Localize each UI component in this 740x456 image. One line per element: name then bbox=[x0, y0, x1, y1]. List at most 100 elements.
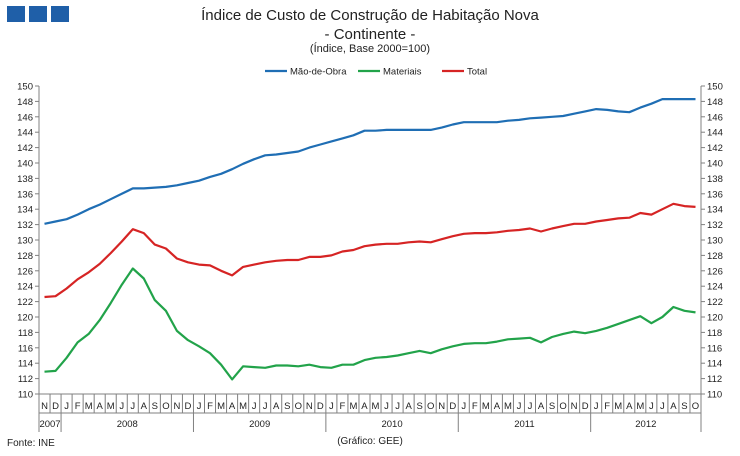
x-month-label: M bbox=[107, 401, 115, 412]
y-tick-label-right: 134 bbox=[707, 205, 723, 216]
x-month-label: M bbox=[349, 401, 357, 412]
y-tick-label-left: 128 bbox=[17, 251, 33, 262]
y-tick-label-left: 120 bbox=[17, 313, 33, 324]
x-month-label: J bbox=[263, 401, 268, 412]
y-tick-label-right: 142 bbox=[707, 143, 723, 154]
x-year-label: 2007 bbox=[39, 419, 60, 430]
y-tick-label-left: 142 bbox=[17, 143, 33, 154]
x-month-label: A bbox=[141, 401, 148, 412]
chart-subtitle: - Continente - bbox=[324, 26, 416, 43]
y-tick-label-left: 148 bbox=[17, 97, 33, 108]
y-tick-label-right: 128 bbox=[707, 251, 723, 262]
y-tick-label-left: 118 bbox=[18, 328, 33, 339]
gee-logo bbox=[7, 6, 69, 22]
y-tick-label-left: 114 bbox=[18, 359, 33, 370]
y-tick-label-right: 132 bbox=[707, 220, 723, 231]
y-tick-label-right: 122 bbox=[707, 297, 723, 308]
y-tick-label-right: 110 bbox=[707, 390, 722, 401]
y-tick-label-right: 136 bbox=[707, 189, 723, 200]
chart-title: Índice de Custo de Construção de Habitaç… bbox=[201, 7, 539, 24]
x-month-label: A bbox=[273, 401, 280, 412]
x-year-label: 2011 bbox=[514, 419, 534, 430]
x-month-label: N bbox=[306, 401, 313, 412]
y-tick-label-left: 136 bbox=[17, 189, 33, 200]
x-year-label: 2010 bbox=[381, 419, 402, 430]
x-month-label: N bbox=[438, 401, 445, 412]
legend-label-m-o-de-obra: Mão-de-Obra bbox=[290, 67, 347, 78]
x-month-label: J bbox=[197, 401, 202, 412]
x-month-label: S bbox=[416, 401, 422, 412]
y-tick-label-left: 134 bbox=[17, 205, 33, 216]
x-month-label: F bbox=[75, 401, 81, 412]
x-month-label: S bbox=[152, 401, 158, 412]
x-month-label: N bbox=[571, 401, 578, 412]
logo-square bbox=[7, 6, 25, 22]
y-tick-label-right: 130 bbox=[707, 236, 723, 247]
x-month-label: F bbox=[207, 401, 213, 412]
y-tick-label-left: 140 bbox=[17, 159, 33, 170]
logo-square bbox=[51, 6, 69, 22]
source-note: Fonte: INE bbox=[7, 438, 55, 449]
x-month-label: J bbox=[461, 401, 466, 412]
x-month-label: M bbox=[85, 401, 93, 412]
x-month-label: J bbox=[395, 401, 400, 412]
y-tick-label-left: 116 bbox=[18, 343, 33, 354]
y-tick-label-right: 148 bbox=[707, 97, 723, 108]
x-month-label: M bbox=[504, 401, 512, 412]
x-month-label: A bbox=[229, 401, 236, 412]
x-month-label: O bbox=[427, 401, 434, 412]
y-tick-label-left: 130 bbox=[17, 236, 33, 247]
x-month-label: F bbox=[604, 401, 610, 412]
x-month-label: M bbox=[614, 401, 622, 412]
x-month-label: O bbox=[162, 401, 169, 412]
y-tick-label-right: 138 bbox=[707, 174, 723, 185]
y-tick-label-left: 150 bbox=[17, 82, 33, 93]
y-tick-label-left: 132 bbox=[17, 220, 33, 231]
x-month-label: O bbox=[559, 401, 566, 412]
x-month-label: S bbox=[681, 401, 687, 412]
y-tick-label-right: 126 bbox=[707, 266, 723, 277]
y-tick-label-right: 150 bbox=[707, 82, 723, 93]
x-month-label: D bbox=[317, 401, 324, 412]
x-month-label: O bbox=[295, 401, 302, 412]
x-month-label: F bbox=[340, 401, 346, 412]
x-month-label: A bbox=[97, 401, 104, 412]
x-month-label: D bbox=[52, 401, 59, 412]
y-tick-label-left: 126 bbox=[17, 266, 33, 277]
series-line-materiais bbox=[44, 267, 696, 381]
y-tick-label-left: 146 bbox=[17, 112, 33, 123]
y-tick-label-left: 122 bbox=[17, 297, 33, 308]
y-tick-label-right: 144 bbox=[707, 128, 723, 139]
legend-label-materiais: Materiais bbox=[383, 67, 422, 78]
x-month-label: O bbox=[692, 401, 699, 412]
x-month-label: D bbox=[449, 401, 456, 412]
x-month-label: J bbox=[384, 401, 389, 412]
x-year-label: 2008 bbox=[117, 419, 138, 430]
series-line-total bbox=[44, 202, 696, 299]
x-month-label: J bbox=[329, 401, 334, 412]
x-month-label: A bbox=[405, 401, 412, 412]
y-tick-label-left: 144 bbox=[17, 128, 33, 139]
x-month-label: J bbox=[130, 401, 135, 412]
legend-label-total: Total bbox=[467, 67, 487, 78]
x-month-label: J bbox=[64, 401, 69, 412]
y-tick-label-right: 124 bbox=[707, 282, 723, 293]
y-tick-label-right: 140 bbox=[707, 159, 723, 170]
x-month-label: J bbox=[119, 401, 124, 412]
x-month-label: J bbox=[594, 401, 599, 412]
x-month-label: D bbox=[185, 401, 192, 412]
y-tick-label-right: 112 bbox=[707, 374, 722, 385]
x-month-label: A bbox=[494, 401, 501, 412]
y-tick-label-left: 138 bbox=[17, 174, 33, 185]
y-tick-label-right: 116 bbox=[707, 343, 722, 354]
x-year-label: 2012 bbox=[635, 419, 656, 430]
y-tick-label-right: 120 bbox=[707, 313, 723, 324]
x-month-label: N bbox=[41, 401, 48, 412]
x-month-label: M bbox=[482, 401, 490, 412]
chart-caption: (Índice, Base 2000=100) bbox=[309, 43, 431, 55]
y-tick-label-right: 146 bbox=[707, 112, 723, 123]
x-month-label: J bbox=[517, 401, 522, 412]
x-month-label: J bbox=[252, 401, 257, 412]
series-line-m-o-de-obra bbox=[44, 97, 696, 225]
